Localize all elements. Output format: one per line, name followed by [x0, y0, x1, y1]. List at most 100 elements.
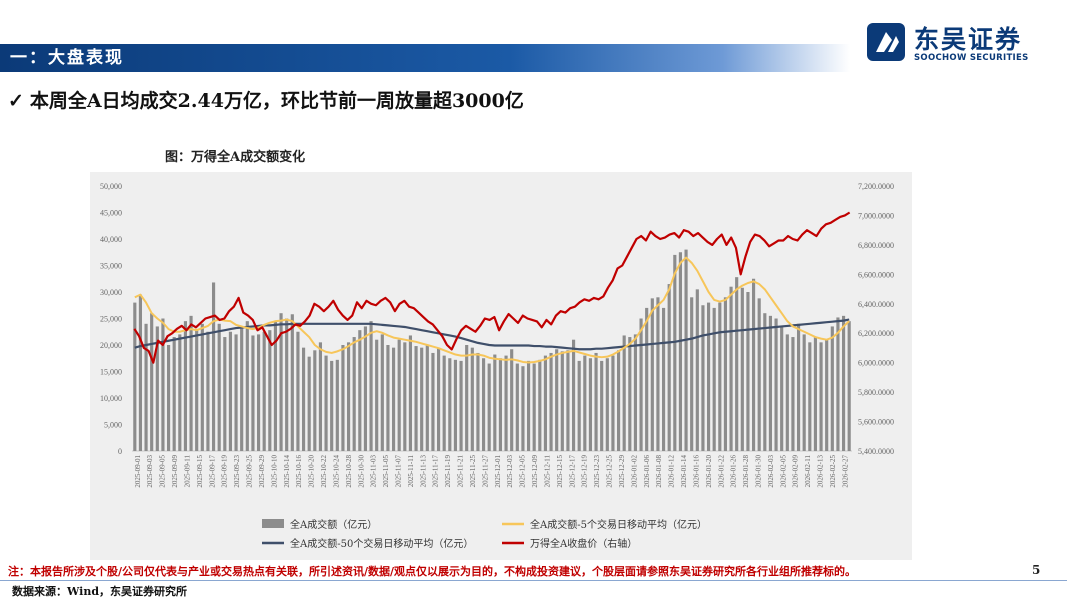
x-axis-tick-label: 2025-12-09: [531, 455, 539, 488]
turnover-bar: [189, 315, 193, 451]
turnover-bar: [245, 321, 249, 451]
turnover-bar: [729, 286, 733, 451]
x-axis-tick-label: 2025-12-11: [543, 455, 551, 488]
left-axis-tick-label: 5,000: [104, 421, 122, 430]
ma5-line: [134, 256, 850, 364]
turnover-bar: [690, 297, 694, 451]
right-axis-tick-label: 6,800.0000: [858, 241, 894, 250]
turnover-bar: [825, 339, 829, 451]
headline-text: 本周全A日均成交2.44万亿，环比节前一周放量超3000亿: [29, 90, 524, 112]
right-axis-tick-label: 5,400.0000: [858, 447, 894, 456]
x-axis-tick-label: 2025-09-23: [233, 455, 241, 488]
turnover-bar: [763, 313, 767, 451]
turnover-bar: [279, 313, 283, 451]
turnover-bar: [144, 323, 148, 451]
right-axis-tick-label: 6,000.0000: [858, 359, 894, 368]
legend-label: 全A成交额-50个交易日移动平均（亿元）: [290, 537, 473, 550]
turnover-bar: [611, 355, 615, 451]
right-axis-tick-label: 5,600.0000: [858, 418, 894, 427]
turnover-bar: [796, 323, 801, 451]
left-axis-tick-label: 35,000: [100, 262, 122, 271]
legend-label: 万得全A收盘价（右轴）: [530, 537, 637, 550]
x-axis-tick-label: 2025-12-03: [506, 455, 514, 488]
x-axis-tick-label: 2025-09-03: [146, 455, 154, 488]
x-axis-tick-label: 2025-10-16: [295, 455, 303, 488]
turnover-bar: [712, 307, 716, 451]
turnover-bar: [785, 334, 789, 451]
turnover-bar: [746, 292, 750, 451]
turnover-bar: [425, 345, 429, 451]
x-axis-tick-label: 2025-12-17: [568, 455, 576, 488]
x-axis-tick-label: 2025-10-10: [270, 455, 278, 488]
x-axis-tick-label: 2025-09-29: [258, 455, 266, 488]
turnover-bar: [588, 358, 593, 451]
x-axis-tick-label: 2026-01-22: [717, 455, 725, 488]
turnover-bar: [836, 317, 840, 451]
headline: ✓ 本周全A日均成交2.44万亿，环比节前一周放量超3000亿: [8, 86, 524, 113]
turnover-bar: [256, 334, 261, 451]
turnover-bar: [363, 326, 368, 451]
x-axis-tick-label: 2025-12-15: [556, 455, 564, 488]
turnover-bar: [504, 355, 508, 451]
x-axis-tick-label: 2026-01-30: [755, 455, 763, 488]
left-axis-tick-label: 25,000: [100, 315, 122, 324]
turnover-bar: [583, 355, 587, 451]
x-axis-tick-label: 2026-01-20: [705, 455, 713, 488]
x-axis-tick-label: 2025-11-05: [382, 455, 390, 488]
x-axis-tick-label: 2025-12-29: [618, 455, 626, 488]
turnover-bar: [408, 335, 413, 451]
turnover-bar: [273, 321, 278, 451]
turnover-bar: [313, 350, 317, 451]
turnover-bar: [616, 350, 621, 451]
x-axis-tick-label: 2025-11-27: [481, 455, 489, 488]
turnover-bar: [206, 331, 210, 451]
turnover-bar: [228, 331, 233, 451]
turnover-bar: [774, 318, 778, 451]
right-axis-tick-label: 6,200.0000: [858, 329, 894, 338]
chart-title: 图：万得全A成交额变化: [165, 150, 306, 165]
x-axis-tick-label: 2026-02-03: [767, 455, 775, 488]
x-axis-tick-label: 2025-11-17: [432, 455, 440, 488]
turnover-bar: [330, 360, 334, 451]
turnover-bar: [555, 349, 559, 451]
turnover-bar: [695, 289, 699, 451]
x-axis-tick-label: 2025-12-23: [593, 455, 601, 488]
turnover-bar: [538, 359, 542, 451]
turnover-bar: [515, 363, 519, 451]
turnover-bar: [262, 331, 266, 451]
x-axis-tick-label: 2025-12-01: [494, 455, 502, 488]
turnover-bar: [200, 323, 204, 451]
right-axis-tick-label: 7,000.0000: [858, 211, 894, 220]
x-axis-tick-label: 2025-09-11: [183, 455, 191, 488]
x-axis-tick-label: 2025-10-14: [283, 455, 291, 488]
turnover-bar: [639, 318, 643, 451]
x-axis-tick-label: 2025-12-19: [581, 455, 589, 488]
turnover-bar: [178, 334, 182, 451]
turnover-bar: [510, 349, 514, 451]
turnover-bar: [240, 326, 244, 451]
x-axis-tick-label: 2026-01-14: [680, 455, 688, 488]
turnover-bar: [420, 347, 424, 451]
x-axis-tick-label: 2026-02-09: [792, 455, 800, 488]
x-axis-tick-label: 2025-10-28: [345, 455, 353, 488]
left-axis-tick-label: 10,000: [100, 394, 122, 403]
x-axis-tick-label: 2026-02-11: [804, 455, 812, 488]
soochow-logo-icon: [867, 23, 905, 61]
turnover-chart: 0 5,000 10,000 15,000 20,000 25,000 30,000 35,0…: [100, 182, 894, 550]
turnover-bar: [819, 342, 823, 451]
x-axis-tick-label: 2026-02-05: [779, 455, 787, 488]
x-axis-tick-label: 2025-12-25: [606, 455, 614, 488]
turnover-bar: [802, 334, 806, 451]
turnover-bar: [403, 342, 407, 451]
turnover-bar: [358, 330, 362, 451]
turnover-bar: [498, 358, 503, 451]
x-axis-tick-label: 2026-01-06: [643, 455, 651, 488]
turnover-bar: [161, 318, 165, 451]
turnover-bar: [476, 352, 480, 451]
right-axis-tick-label: 7,200.0000: [858, 182, 894, 191]
turnover-bar: [521, 366, 525, 451]
section-header-bar: 一：大盘表现: [0, 44, 850, 72]
x-axis-tick-label: 2025-11-25: [469, 455, 477, 488]
turnover-bar: [307, 356, 311, 451]
turnover-bar: [667, 284, 671, 451]
